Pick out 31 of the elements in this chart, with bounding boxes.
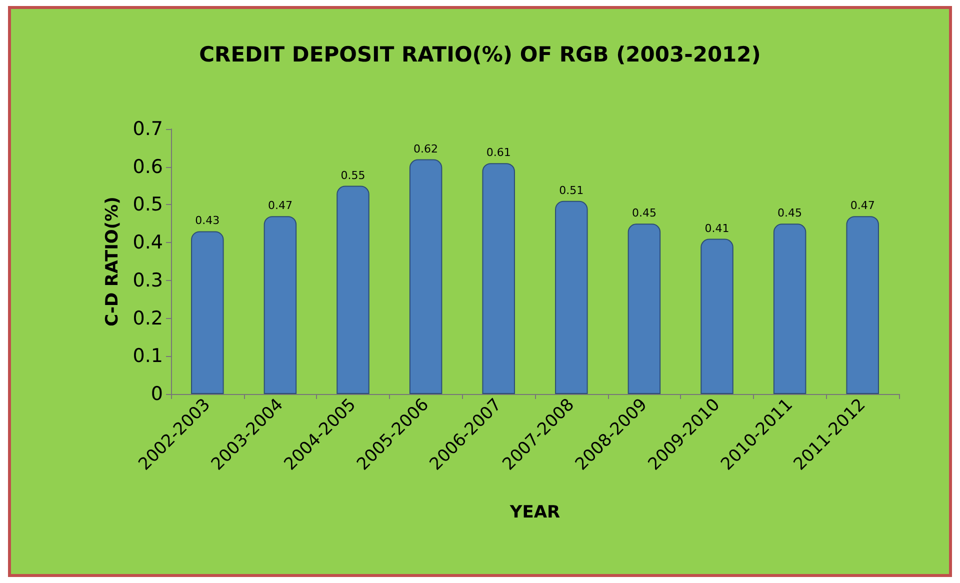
y-tick-label: 0.4 xyxy=(132,232,163,254)
y-tick-label: 0.5 xyxy=(132,194,163,216)
data-label: 0.47 xyxy=(850,199,875,212)
y-tick-label: 0 xyxy=(150,383,163,405)
x-axis-title: YEAR xyxy=(508,502,560,522)
bar xyxy=(555,200,588,394)
data-label: 0.62 xyxy=(414,142,438,156)
bar xyxy=(409,159,442,394)
bar xyxy=(773,224,806,394)
data-label: 0.45 xyxy=(632,206,656,220)
data-label: 0.61 xyxy=(486,146,511,160)
bar xyxy=(628,224,661,394)
data-label: 0.45 xyxy=(778,206,802,220)
y-tick-label: 0.2 xyxy=(132,307,163,330)
y-tick-label: 0.6 xyxy=(132,156,163,178)
y-tick-label: 0.7 xyxy=(132,118,163,140)
bar xyxy=(482,163,515,394)
bar xyxy=(264,216,297,394)
data-label: 0.55 xyxy=(340,168,366,182)
bar xyxy=(336,186,370,394)
data-label: 0.47 xyxy=(268,199,292,212)
y-axis-title: C-D RATIO(%) xyxy=(102,196,122,326)
bar xyxy=(700,238,734,394)
data-label: 0.51 xyxy=(559,184,584,197)
bar xyxy=(191,231,224,394)
data-label: 0.43 xyxy=(195,214,220,228)
chart-title: CREDIT DEPOSIT RATIO(%) OF RGB (2003-2012) xyxy=(199,42,761,66)
y-tick-label: 0.1 xyxy=(132,345,163,368)
bar xyxy=(846,216,879,394)
data-label: 0.41 xyxy=(704,222,730,235)
y-tick-label: 0.3 xyxy=(132,269,163,292)
